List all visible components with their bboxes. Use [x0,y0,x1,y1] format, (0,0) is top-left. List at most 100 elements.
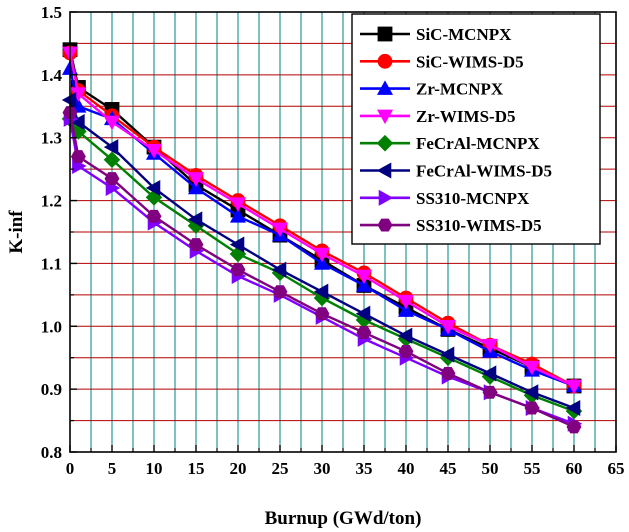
data-point [565,399,581,417]
data-point [187,172,205,187]
data-point [103,151,121,168]
data-point [187,211,203,228]
series-group [61,42,583,434]
data-point [566,420,582,434]
x-tick-label: 55 [524,459,541,478]
legend-marker [377,53,393,69]
data-point [313,247,331,263]
legend-item: FeCrAl-WIMS-D5 [360,162,552,181]
data-point [103,139,119,156]
data-point [523,384,539,401]
data-point [439,346,455,363]
y-tick-label: 0.9 [41,380,62,399]
legend-marker [376,109,394,125]
series-line [68,99,575,410]
series-line [68,112,575,428]
y-tick-label: 1.0 [41,317,62,336]
legend-item: Zr-MCNPX [360,80,504,99]
data-point [481,338,499,354]
data-point [482,385,498,399]
legend-item: SS310-MCNPX [360,189,530,208]
data-point [397,327,413,344]
y-tick-label: 1.4 [41,66,63,85]
y-tick-label: 1.5 [41,3,62,22]
x-tick-label: 45 [440,459,457,478]
x-tick-label: 10 [146,459,163,478]
x-tick-label: 40 [398,459,415,478]
legend-marker [376,80,394,95]
legend-item: FeCrAl-MCNPX [360,134,540,153]
legend-item: SiC-WIMS-D5 [360,52,524,71]
series-ss310-wims-d5 [62,106,582,434]
axis-ticks: 0 5 10 15 20 25 30 35 40 45 50 55 60 65 0.8 0.9 1.0 1.1 1.… [41,3,625,478]
data-point [355,269,373,285]
data-point [229,236,245,253]
legend-label: SiC-WIMS-D5 [416,52,524,71]
legend-label: SiC-MCNPX [416,25,512,44]
data-point [439,320,457,335]
x-tick-label: 65 [608,459,625,478]
y-tick-label: 1.3 [41,129,62,148]
legend-marker [377,26,393,42]
y-axis-title: K-inf [6,210,27,254]
data-point [70,150,86,164]
data-point [103,115,121,131]
data-point [355,305,371,322]
legend-label: FeCrAl-WIMS-D5 [416,162,552,181]
data-point [356,326,372,340]
y-tick-label: 1.1 [41,254,62,273]
legend-label: Zr-MCNPX [416,80,504,99]
data-point [187,179,205,195]
legend-box [351,13,601,245]
x-tick-label: 35 [356,459,373,478]
data-point [524,401,540,415]
data-point [145,179,161,197]
legend-item: SS310-WIMS-D5 [360,216,542,235]
x-tick-label: 15 [188,459,205,478]
x-tick-label: 60 [566,459,583,478]
data-point [523,360,541,376]
data-point [229,208,247,223]
legend-marker [377,218,393,232]
x-tick-label: 25 [272,459,289,478]
x-axis-title: Burnup (GWd/ton) [265,508,422,529]
legend-item: SiC-MCNPX [360,25,512,44]
legend: SiC-MCNPX SiC-WIMS-D5 Zr-MCNPX Zr-WIMS-D5 Fe… [351,13,601,245]
data-point [146,209,162,223]
data-point [313,283,329,300]
data-point [104,172,120,186]
data-point [314,307,330,321]
x-tick-label: 30 [314,459,331,478]
data-point [145,144,163,159]
legend-label: SS310-WIMS-D5 [416,216,542,235]
data-point [271,261,287,278]
y-tick-label: 0.8 [41,443,62,462]
data-point [397,294,415,310]
legend-marker [376,134,394,152]
series-zr-wims-d5 [61,46,583,395]
x-tick-label: 0 [66,459,75,478]
legend-label: SS310-MCNPX [416,189,530,208]
y-tick-label: 1.2 [41,192,62,211]
series-line [68,52,575,388]
data-point [230,263,246,277]
legend-label: FeCrAl-MCNPX [416,134,540,153]
legend-marker [378,189,394,206]
data-point [229,197,247,212]
data-point [440,366,456,380]
data-point [313,255,331,270]
data-point [398,344,414,358]
x-tick-label: 20 [230,459,247,478]
data-point [397,302,415,317]
data-point [271,222,289,238]
data-point [272,285,288,299]
legend-item: Zr-WIMS-D5 [360,107,515,126]
x-tick-label: 5 [108,459,117,478]
data-point [70,113,85,131]
data-point [481,365,497,382]
data-point [355,277,373,292]
x-tick-label: 50 [482,459,499,478]
legend-marker [376,162,392,179]
legend-label: Zr-WIMS-D5 [416,107,515,126]
